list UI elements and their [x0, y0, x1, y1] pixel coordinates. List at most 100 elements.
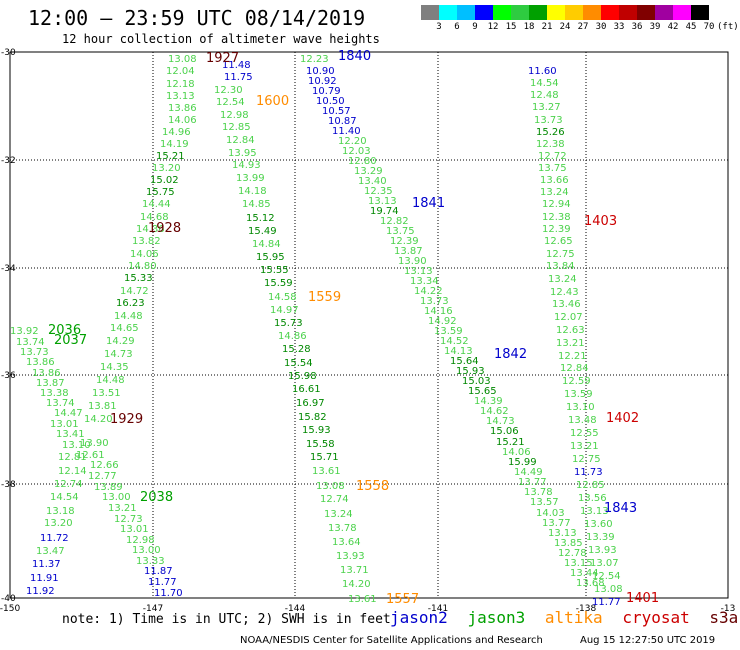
- wave-height-value: 12.85: [222, 122, 251, 133]
- wave-height-value: 13.48: [568, 415, 597, 426]
- wave-height-value: 14.54: [530, 78, 559, 89]
- wave-height-value: 12.81: [58, 452, 87, 463]
- wave-height-value: 11.87: [144, 566, 173, 577]
- wave-height-value: 13.59: [434, 326, 463, 337]
- wave-height-value: 12.84: [226, 135, 255, 146]
- wave-height-value: 12.72: [538, 151, 567, 162]
- wave-height-value: 14.58: [268, 292, 297, 303]
- color-scale-label: 45: [685, 22, 697, 32]
- wave-height-value: 13.10: [62, 440, 91, 451]
- wave-height-value: 14.84: [252, 239, 281, 250]
- wave-height-value: 13.38: [40, 388, 69, 399]
- lon-tick-label: -141: [428, 604, 448, 614]
- wave-height-value: 15.65: [468, 386, 497, 397]
- pass-label: 2038: [140, 490, 173, 505]
- color-swatch: [493, 5, 511, 20]
- wave-height-value: 12.43: [550, 287, 579, 298]
- wave-height-value: 11.70: [154, 588, 183, 599]
- wave-height-value: 14.54: [50, 492, 79, 503]
- wave-height-value: 12.14: [58, 466, 87, 477]
- wave-height-value: 10.92: [308, 76, 337, 87]
- wave-height-value: 13.74: [46, 398, 75, 409]
- wave-height-value: 15.12: [246, 213, 275, 224]
- wave-height-value: 12.73: [114, 514, 143, 525]
- legend-altika: altika: [544, 608, 603, 627]
- color-scale-label: 30: [595, 22, 607, 32]
- lon-tick-label: -144: [285, 604, 306, 614]
- color-swatch: [529, 5, 547, 20]
- wave-height-value: 13.73: [420, 296, 449, 307]
- pass-label: 1600: [256, 94, 289, 109]
- wave-height-value: 11.40: [332, 126, 361, 137]
- wave-height-value: 15.71: [310, 452, 339, 463]
- color-scale-label: 70: [703, 22, 715, 32]
- wave-height-value: 14.19: [160, 139, 189, 150]
- wave-height-value: 15.02: [150, 175, 179, 186]
- wave-height-value: 12.65: [544, 236, 573, 247]
- wave-height-value: 12.35: [364, 186, 393, 197]
- wave-height-value: 13.18: [46, 506, 75, 517]
- wave-height-value: 14.92: [428, 316, 457, 327]
- wave-height-value: 15.06: [490, 426, 519, 437]
- lat-tick-label: -40: [1, 594, 16, 604]
- wave-height-value: 15.59: [264, 278, 293, 289]
- wave-height-value: 14.22: [414, 286, 443, 297]
- wave-height-value: 15.73: [274, 318, 303, 329]
- wave-height-value: 13.66: [540, 175, 569, 186]
- wave-height-value: 14.93: [232, 160, 261, 171]
- wave-height-value: 13.15: [564, 558, 593, 569]
- wave-height-value: 10.79: [312, 86, 341, 97]
- wave-height-value: 13.74: [16, 337, 45, 348]
- wave-height-value: 14.18: [238, 186, 267, 197]
- wave-height-value: 13.46: [552, 299, 581, 310]
- wave-height-value: 13.21: [556, 338, 585, 349]
- pass-label: 1403: [584, 214, 617, 229]
- wave-height-value: 14.36: [136, 224, 165, 235]
- color-scale-label: 27: [577, 22, 589, 32]
- wave-height-value: 11.60: [528, 66, 557, 77]
- wave-height-value: 13.89: [94, 482, 123, 493]
- pass-label: 2036: [48, 323, 81, 338]
- wave-height-value: 15.28: [282, 344, 311, 355]
- wave-height-value: 11.91: [30, 573, 59, 584]
- wave-height-value: 13.41: [56, 429, 85, 440]
- wave-height-value: 14.48: [114, 311, 143, 322]
- color-swatch: [673, 5, 691, 20]
- wave-height-value: 12.98: [220, 110, 249, 121]
- wave-height-value: 14.29: [106, 336, 135, 347]
- lon-tick-label: -150: [0, 604, 20, 614]
- wave-height-value: 16.61: [292, 384, 321, 395]
- color-scale-label: 15: [505, 22, 517, 32]
- wave-height-value: 11.92: [26, 586, 55, 597]
- color-scale-label: (ft): [717, 22, 739, 32]
- wave-height-value: 12.38: [536, 139, 565, 150]
- wave-height-value: 12.59: [562, 376, 591, 387]
- wave-height-value: 15.49: [248, 226, 277, 237]
- wave-height-value: 12.75: [546, 249, 575, 260]
- color-scale-label: 12: [487, 22, 499, 32]
- legend-jason2: jason2: [390, 608, 448, 627]
- color-swatch: [421, 5, 439, 20]
- lon-tick-label: -147: [143, 604, 163, 614]
- wave-height-value: 13.85: [554, 538, 583, 549]
- pass-label: 1841: [412, 196, 445, 211]
- wave-height-value: 14.80: [128, 261, 157, 272]
- credit-line: NOAA/NESDIS Center for Satellite Applica…: [240, 635, 543, 646]
- wave-height-value: 12.75: [572, 454, 601, 465]
- wave-height-value: 13.00: [102, 492, 131, 503]
- wave-height-value: 15.75: [146, 187, 175, 198]
- wave-height-value: 13.77: [542, 518, 571, 529]
- wave-height-value: 13.93: [588, 545, 617, 556]
- wave-height-value: 12.84: [560, 363, 589, 374]
- legend-s3a: s3a: [709, 608, 739, 627]
- wave-height-value: 13.64: [332, 537, 361, 548]
- wave-height-value: 15.33: [124, 273, 153, 284]
- wave-height-value: 14.06: [168, 115, 197, 126]
- map-frame: [9, 51, 729, 599]
- wave-height-value: 12.39: [390, 236, 419, 247]
- color-swatch: [457, 5, 475, 20]
- wave-height-value: 12.54: [216, 97, 245, 108]
- wave-height-value: 13.86: [26, 357, 55, 368]
- wave-height-value: 11.37: [32, 559, 61, 570]
- pass-label: 1559: [308, 290, 341, 305]
